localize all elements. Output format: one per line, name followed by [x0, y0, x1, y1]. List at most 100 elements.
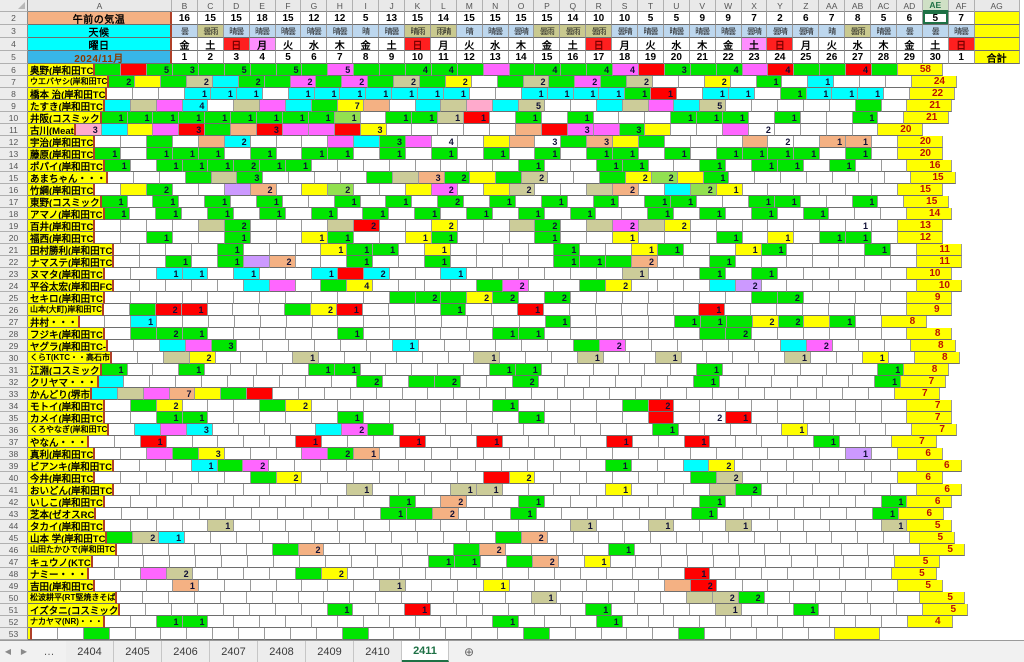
grid-cell[interactable]: [797, 376, 824, 388]
grid-cell[interactable]: 1: [302, 232, 329, 244]
grid-cell[interactable]: [337, 616, 364, 628]
grid-cell[interactable]: [208, 412, 235, 424]
row-number[interactable]: 28: [0, 328, 28, 340]
grid-cell[interactable]: [864, 460, 891, 472]
weather-cell[interactable]: 晴曇: [871, 25, 897, 38]
date-cell[interactable]: 17: [586, 51, 613, 64]
total-cell[interactable]: 8: [914, 352, 960, 364]
grid-cell[interactable]: [337, 160, 364, 172]
grid-cell[interactable]: [829, 208, 856, 220]
grid-cell[interactable]: [726, 268, 753, 280]
row-number[interactable]: 37: [0, 436, 28, 448]
date-cell[interactable]: 29: [896, 51, 923, 64]
grid-cell[interactable]: [248, 556, 274, 568]
grid-cell[interactable]: 2: [147, 184, 173, 196]
grid-cell[interactable]: [778, 616, 804, 628]
grid-cell[interactable]: [198, 184, 225, 196]
grid-cell[interactable]: [843, 556, 870, 568]
grid-cell[interactable]: 1: [337, 412, 364, 424]
grid-cell[interactable]: [457, 220, 484, 232]
grid-cell[interactable]: 1: [700, 160, 727, 172]
grid-cell[interactable]: [554, 280, 581, 292]
grid-cell[interactable]: [399, 244, 426, 256]
grid-cell[interactable]: [847, 508, 874, 520]
grid-cell[interactable]: [820, 448, 847, 460]
grid-cell[interactable]: [198, 64, 225, 76]
grid-cell[interactable]: [541, 112, 568, 124]
grid-cell[interactable]: [651, 340, 678, 352]
grid-cell[interactable]: [761, 256, 788, 268]
grid-cell[interactable]: [820, 472, 847, 484]
player-name-cell[interactable]: 芝本(ゼオスRC: [28, 508, 97, 520]
grid-cell[interactable]: [130, 400, 157, 412]
grid-cell[interactable]: [192, 244, 218, 256]
grid-cell[interactable]: [742, 472, 769, 484]
grid-cell[interactable]: [881, 100, 908, 112]
grid-cell[interactable]: [820, 64, 847, 76]
grid-cell[interactable]: [855, 616, 882, 628]
grid-cell[interactable]: [826, 124, 853, 136]
select-all-corner[interactable]: [0, 0, 28, 12]
grid-cell[interactable]: [218, 436, 245, 448]
grid-cell[interactable]: [803, 520, 830, 532]
grid-cell[interactable]: [121, 472, 148, 484]
grid-cell[interactable]: [380, 448, 407, 460]
grid-cell[interactable]: [765, 388, 791, 400]
grid-cell[interactable]: [276, 232, 303, 244]
player-name-cell[interactable]: 吉田(岸和田TC: [28, 580, 96, 592]
grid-cell[interactable]: 2: [735, 280, 762, 292]
grid-cell[interactable]: 2: [394, 76, 421, 88]
grid-cell[interactable]: [714, 556, 740, 568]
grid-cell[interactable]: [192, 436, 219, 448]
grid-cell[interactable]: [561, 220, 588, 232]
grid-cell[interactable]: [509, 232, 536, 244]
grid-cell[interactable]: [561, 580, 588, 592]
grid-cell[interactable]: [829, 412, 856, 424]
grid-cell[interactable]: [884, 172, 911, 184]
grid-cell[interactable]: [603, 352, 630, 364]
grid-cell[interactable]: 1: [381, 508, 408, 520]
grid-cell[interactable]: [456, 604, 483, 616]
grid-cell[interactable]: 1: [684, 568, 711, 580]
grid-cell[interactable]: [156, 100, 183, 112]
total-cell[interactable]: 5: [919, 592, 965, 604]
grid-cell[interactable]: [733, 352, 760, 364]
grid-cell[interactable]: [541, 124, 568, 136]
grid-cell[interactable]: [428, 388, 455, 400]
grid-cell[interactable]: [316, 424, 343, 436]
grid-cell[interactable]: 1: [774, 196, 801, 208]
date-cell[interactable]: 7: [327, 51, 354, 64]
grid-cell[interactable]: [112, 352, 138, 364]
grid-cell[interactable]: [629, 352, 656, 364]
temp-cell[interactable]: 15: [508, 12, 535, 25]
grid-cell[interactable]: [803, 160, 830, 172]
grid-cell[interactable]: [95, 580, 122, 592]
grid-cell[interactable]: [302, 448, 329, 460]
grid-cell[interactable]: [741, 604, 768, 616]
grid-cell[interactable]: [469, 532, 496, 544]
grid-cell[interactable]: [354, 580, 381, 592]
grid-cell[interactable]: [277, 508, 304, 520]
grid-cell[interactable]: [282, 196, 309, 208]
grid-cell[interactable]: 2: [224, 220, 251, 232]
grid-cell[interactable]: [587, 220, 614, 232]
grid-cell[interactable]: 3: [587, 136, 614, 148]
grid-cell[interactable]: 1: [519, 160, 545, 172]
player-name-cell[interactable]: 平谷太宏(岸和田FC: [28, 280, 115, 292]
player-name-cell[interactable]: ナミー・・・: [28, 568, 90, 580]
grid-cell[interactable]: [311, 496, 338, 508]
grid-cell[interactable]: [493, 268, 520, 280]
grid-cell[interactable]: 1: [846, 220, 873, 232]
grid-cell[interactable]: [234, 292, 261, 304]
grid-cell[interactable]: [269, 484, 296, 496]
grid-cell[interactable]: [872, 472, 898, 484]
grid-cell[interactable]: 1: [518, 208, 545, 220]
grid-cell[interactable]: [328, 580, 355, 592]
grid-cell[interactable]: [541, 364, 568, 376]
grid-cell[interactable]: 1: [748, 196, 775, 208]
total-cell[interactable]: 6: [916, 484, 962, 496]
grid-cell[interactable]: [105, 316, 132, 328]
grid-cell[interactable]: [686, 544, 713, 556]
grid-cell[interactable]: [595, 304, 622, 316]
grid-cell[interactable]: [777, 100, 804, 112]
